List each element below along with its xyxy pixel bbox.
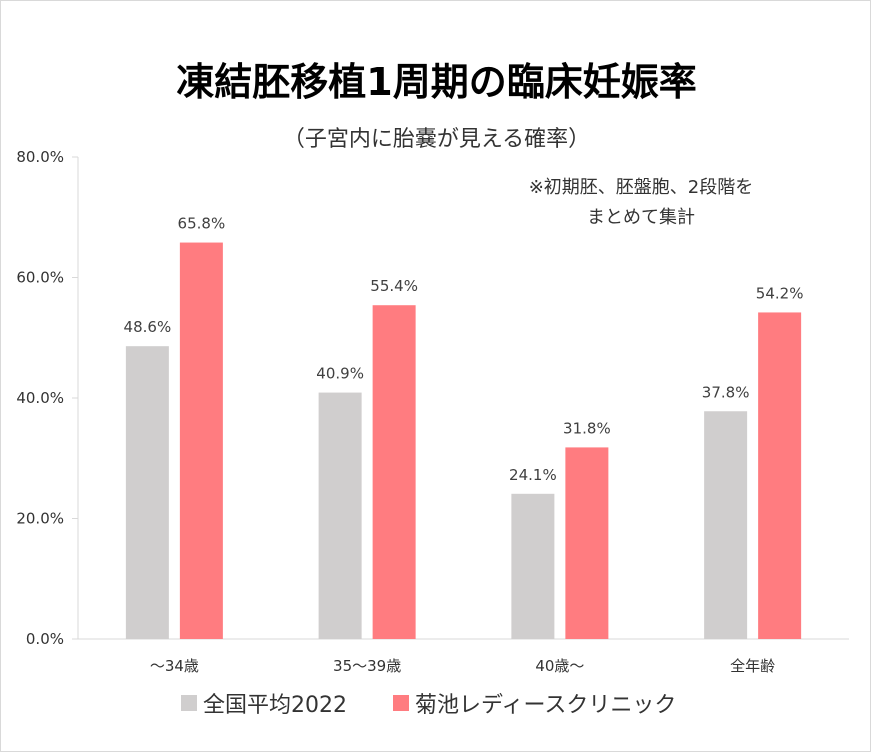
y-tick-label: 80.0% <box>16 148 64 166</box>
x-category-label: 35～39歳 <box>333 657 401 675</box>
bar-clinic <box>179 242 223 639</box>
bar-clinic <box>758 312 802 639</box>
data-label-clinic: 65.8% <box>178 215 226 233</box>
chart-legend: 全国平均2022 菊池レディースクリニック <box>181 687 722 719</box>
y-tick-label: 20.0% <box>16 510 64 528</box>
x-category-label: ～34歳 <box>150 657 199 675</box>
legend-label-clinic: 菊池レディースクリニック <box>415 693 677 718</box>
bar-national <box>318 392 362 639</box>
bar-national <box>125 346 169 639</box>
annotation-line-1: ※初期胚、胚盤胞、2段階を <box>528 177 754 198</box>
bar-clinic <box>565 447 609 639</box>
bar-clinic <box>372 305 416 639</box>
bar-national <box>704 411 748 639</box>
y-tick-label: 60.0% <box>16 269 64 287</box>
data-label-national: 48.6% <box>124 318 172 336</box>
chart-subtitle: （子宮内に胎嚢が見える確率） <box>282 127 591 152</box>
x-category-label: 全年齢 <box>730 657 775 675</box>
bar-national <box>511 493 555 639</box>
data-label-clinic: 55.4% <box>370 277 418 295</box>
legend-item-national: 全国平均2022 <box>181 687 347 719</box>
legend-swatch-clinic <box>393 695 409 711</box>
data-label-national: 40.9% <box>316 365 364 383</box>
data-label-national: 37.8% <box>702 383 750 401</box>
y-tick-label: 40.0% <box>16 389 64 407</box>
data-label-national: 24.1% <box>509 466 557 484</box>
x-category-label: 40歳～ <box>535 657 584 675</box>
chart-annotation: ※初期胚、胚盤胞、2段階を まとめて集計 <box>481 173 801 233</box>
legend-item-clinic: 菊池レディースクリニック <box>393 687 676 719</box>
data-label-clinic: 31.8% <box>563 419 611 437</box>
chart-title: 凍結胚移植1周期の臨床妊娠率 <box>176 60 697 104</box>
y-tick-label: 0.0% <box>26 630 64 648</box>
legend-swatch-national <box>181 695 197 711</box>
data-label-clinic: 54.2% <box>756 284 804 302</box>
legend-label-national: 全国平均2022 <box>203 693 347 718</box>
annotation-line-2: まとめて集計 <box>587 207 695 228</box>
